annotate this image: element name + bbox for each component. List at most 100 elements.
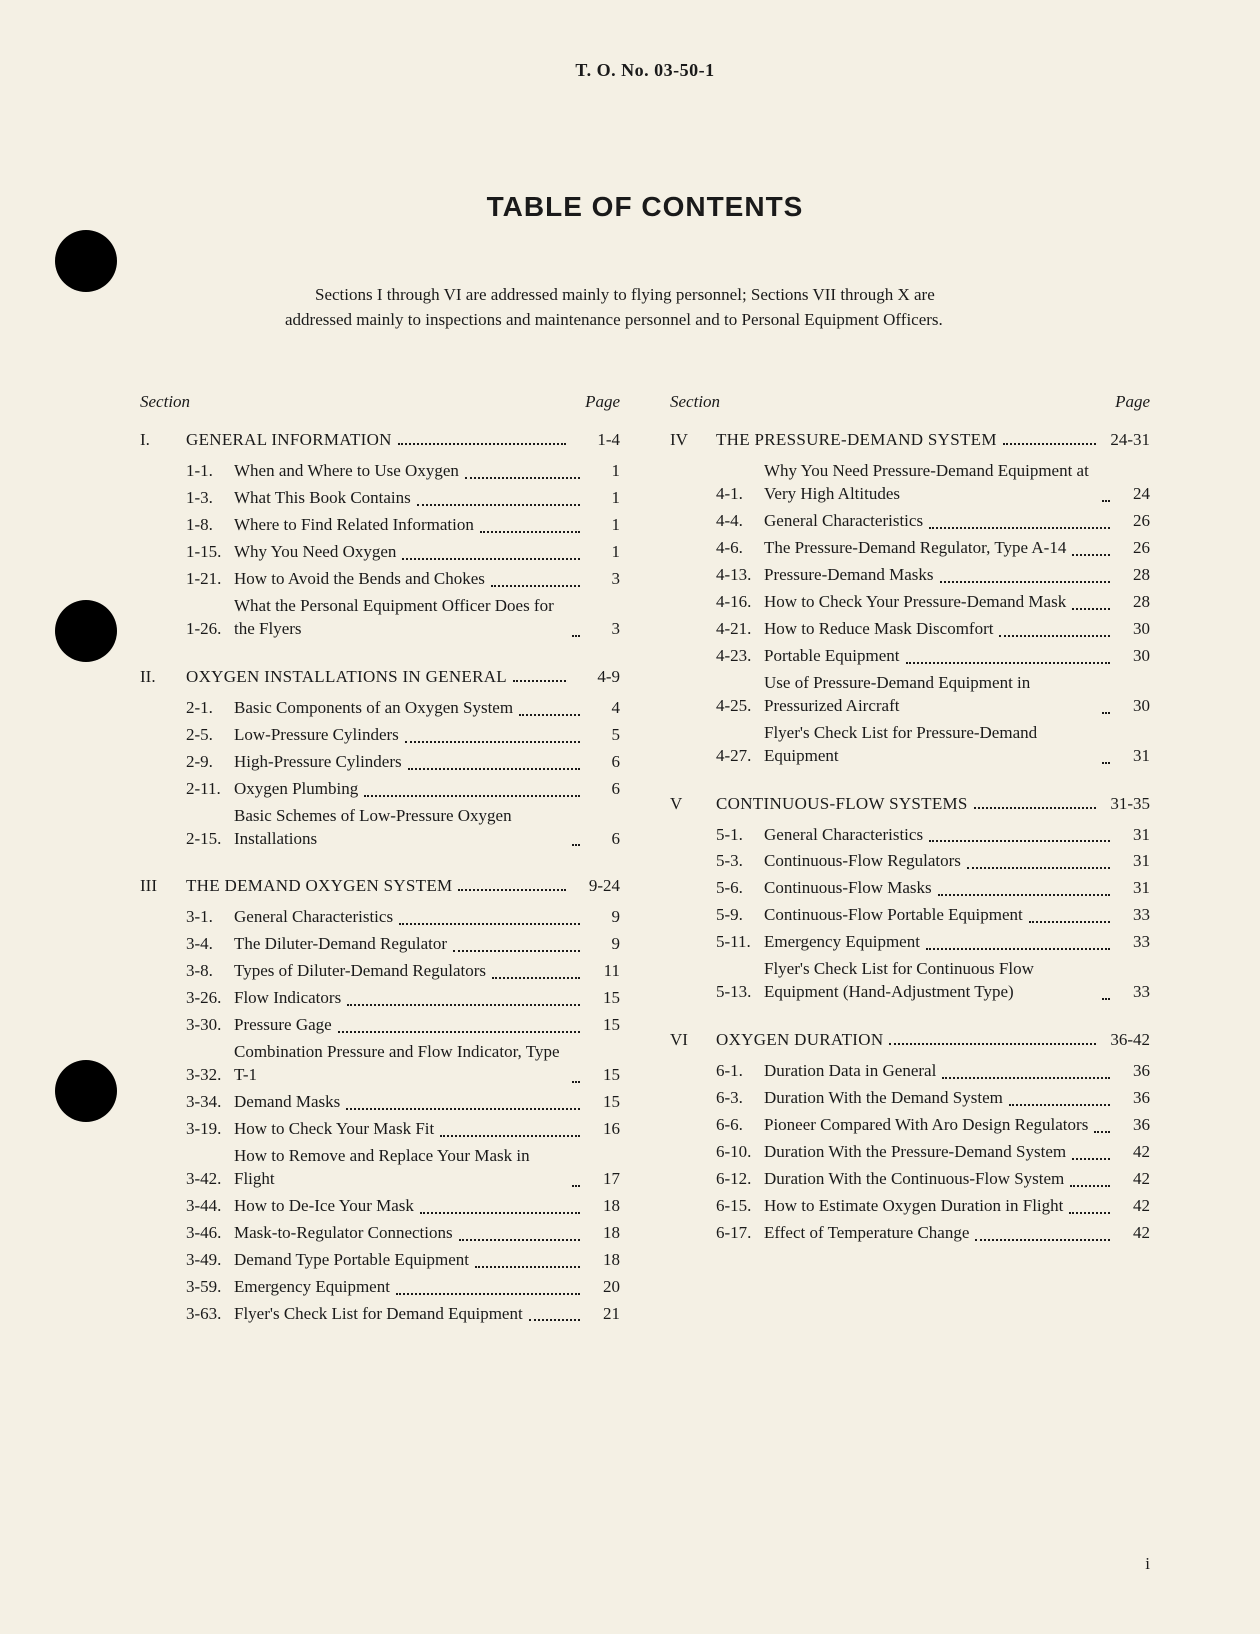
dot-leader	[906, 662, 1110, 664]
section-roman-numeral: II.	[140, 667, 186, 687]
entry-text: Emergency Equipment	[764, 931, 920, 954]
entry-text-wrap: How to Check Your Mask Fit	[234, 1118, 584, 1141]
entry-text: Portable Equipment	[764, 645, 900, 668]
entry-number: 6-3.	[716, 1087, 764, 1110]
toc-entry-row: 3-8.Types of Diluter-Demand Regulators11	[186, 960, 620, 983]
section-title: OXYGEN INSTALLATIONS IN GENERAL	[186, 667, 507, 687]
dot-leader	[926, 948, 1110, 950]
entry-text-wrap: Duration With the Demand System	[764, 1087, 1114, 1110]
entry-number: 6-1.	[716, 1060, 764, 1083]
section-title-wrap: CONTINUOUS-FLOW SYSTEMS	[716, 794, 1100, 814]
dot-leader	[1072, 608, 1110, 610]
dot-leader	[417, 504, 580, 506]
entry-number: 6-12.	[716, 1168, 764, 1191]
entry-text-wrap: Emergency Equipment	[764, 931, 1114, 954]
toc-entry-row: 5-1.General Characteristics 31	[716, 824, 1150, 847]
entry-text-wrap: Why You Need Pressure-Demand Equipment a…	[764, 460, 1114, 506]
entry-text-wrap: Flyer's Check List for Continuous Flow E…	[764, 958, 1114, 1004]
toc-entry-row: 3-49.Demand Type Portable Equipment18	[186, 1249, 620, 1272]
entry-text-wrap: How to De-Ice Your Mask	[234, 1195, 584, 1218]
entry-page: 1	[584, 514, 620, 537]
entry-text: How to Avoid the Bends and Chokes	[234, 568, 485, 591]
toc-entry-row: 6-17.Effect of Temperature Change42	[716, 1222, 1150, 1245]
dot-leader	[346, 1108, 580, 1110]
entry-text: How to Estimate Oxygen Duration in Fligh…	[764, 1195, 1063, 1218]
entry-number: 3-59.	[186, 1276, 234, 1299]
entry-text: Flyer's Check List for Demand Equipment	[234, 1303, 523, 1326]
dot-leader	[364, 795, 580, 797]
entry-number: 4-21.	[716, 618, 764, 641]
toc-entry-row: 4-27.Flyer's Check List for Pressure-Dem…	[716, 722, 1150, 768]
entry-text-wrap: Use of Pressure-Demand Equipment in Pres…	[764, 672, 1114, 718]
toc-entry-row: 1-15.Why You Need Oxygen1	[186, 541, 620, 564]
dot-leader	[475, 1266, 580, 1268]
entry-number: 4-1.	[716, 483, 764, 506]
entry-number: 3-49.	[186, 1249, 234, 1272]
entry-text: Duration Data in General	[764, 1060, 936, 1083]
footer-page-number: i	[1145, 1554, 1150, 1574]
dot-leader	[513, 680, 566, 682]
dot-leader	[999, 635, 1110, 637]
entry-page: 31	[1114, 824, 1150, 847]
punch-hole-icon	[55, 230, 117, 292]
dot-leader	[1102, 762, 1110, 764]
entry-text-wrap: High-Pressure Cylinders	[234, 751, 584, 774]
entry-page: 24	[1114, 483, 1150, 506]
section-roman-numeral: I.	[140, 430, 186, 450]
section-title: THE PRESSURE-DEMAND SYSTEM	[716, 430, 997, 450]
section-title: THE DEMAND OXYGEN SYSTEM	[186, 876, 452, 896]
dot-leader	[398, 443, 566, 445]
entry-number: 3-34.	[186, 1091, 234, 1114]
entry-number: 3-26.	[186, 987, 234, 1010]
entry-text-wrap: Flyer's Check List for Pressure-Demand E…	[764, 722, 1114, 768]
section-heading-row: VIOXYGEN DURATION36-42	[670, 1030, 1150, 1050]
entry-text: General Characteristics	[764, 510, 923, 533]
dot-leader	[940, 581, 1111, 583]
toc-entry-row: 3-46.Mask-to-Regulator Connections18	[186, 1222, 620, 1245]
toc-entry-row: 4-4.General Characteristics26	[716, 510, 1150, 533]
entry-number: 3-30.	[186, 1014, 234, 1037]
section-heading-row: IIITHE DEMAND OXYGEN SYSTEM9-24	[140, 876, 620, 896]
entry-text-wrap: Basic Schemes of Low-Pressure Oxygen Ins…	[234, 805, 584, 851]
toc-entry-row: 6-1.Duration Data in General36	[716, 1060, 1150, 1083]
entry-number: 4-27.	[716, 745, 764, 768]
entry-text: Basic Schemes of Low-Pressure Oxygen Ins…	[234, 805, 566, 851]
toc-entry-row: 3-32.Combination Pressure and Flow Indic…	[186, 1041, 620, 1087]
entry-number: 5-6.	[716, 877, 764, 900]
toc-entry-row: 2-1.Basic Components of an Oxygen System…	[186, 697, 620, 720]
dot-leader	[942, 1077, 1110, 1079]
dot-leader	[938, 894, 1110, 896]
entry-text: High-Pressure Cylinders	[234, 751, 402, 774]
entry-page: 26	[1114, 537, 1150, 560]
entry-text: General Characteristics	[764, 824, 923, 847]
entry-text-wrap: Continuous-Flow Regulators	[764, 850, 1114, 873]
punch-hole-icon	[55, 1060, 117, 1122]
toc-entry-row: 3-4.The Diluter-Demand Regulator9	[186, 933, 620, 956]
entry-text: Pressure-Demand Masks	[764, 564, 934, 587]
entry-number: 3-4.	[186, 933, 234, 956]
entry-text-wrap: Duration Data in General	[764, 1060, 1114, 1083]
toc-entry-row: 5-13.Flyer's Check List for Continuous F…	[716, 958, 1150, 1004]
entry-text: Demand Masks	[234, 1091, 340, 1114]
entry-number: 2-1.	[186, 697, 234, 720]
entry-page: 15	[584, 1091, 620, 1114]
dot-leader	[1102, 998, 1110, 1000]
column-header-page-label: Page	[585, 392, 620, 412]
entry-text: Duration With the Pressure-Demand System	[764, 1141, 1066, 1164]
entry-page: 6	[584, 778, 620, 801]
section-page-range: 1-4	[570, 430, 620, 450]
document-number: T. O. No. 03-50-1	[140, 60, 1150, 81]
entry-text-wrap: How to Avoid the Bends and Chokes	[234, 568, 584, 591]
dot-leader	[529, 1319, 580, 1321]
entry-page: 42	[1114, 1141, 1150, 1164]
column-header-section-label: Section	[140, 392, 190, 412]
entry-text: Effect of Temperature Change	[764, 1222, 969, 1245]
entry-text-wrap: The Pressure-Demand Regulator, Type A-14	[764, 537, 1114, 560]
punch-hole-icon	[55, 600, 117, 662]
entry-number: 3-42.	[186, 1168, 234, 1191]
entry-number: 5-1.	[716, 824, 764, 847]
entry-text-wrap: How to Remove and Replace Your Mask in F…	[234, 1145, 584, 1191]
dot-leader	[1029, 921, 1110, 923]
entry-page: 30	[1114, 618, 1150, 641]
toc-entry-row: 4-1.Why You Need Pressure-Demand Equipme…	[716, 460, 1150, 506]
